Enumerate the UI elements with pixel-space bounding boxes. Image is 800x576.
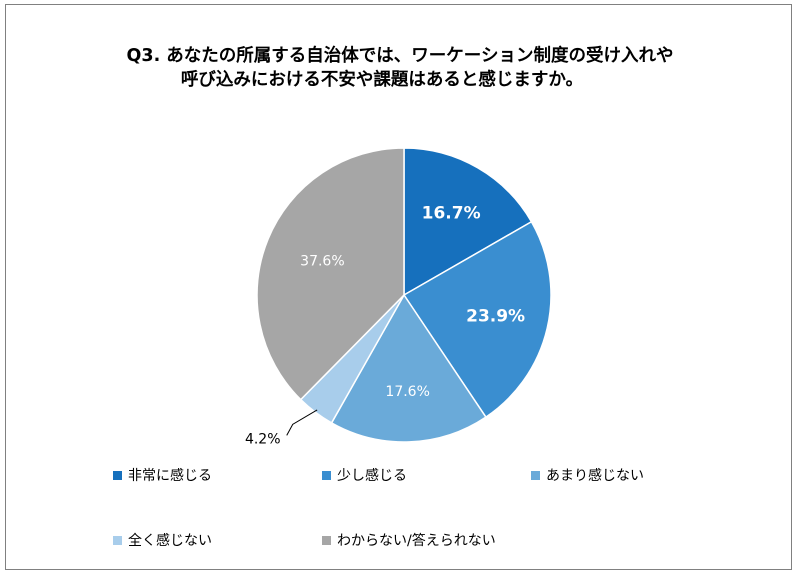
legend-item-5: わからない/答えられない [322, 530, 496, 550]
pie-slice-1 [403, 147, 533, 297]
pie-leader-lines [286, 409, 318, 436]
chart-title-line-2: 呼び込みにおける不安や課題はあると感じますか。 [180, 70, 584, 90]
data-label-3: 17.6% [385, 384, 429, 400]
legend-swatch-5 [322, 535, 331, 545]
legend-label-4: 全く感じない [128, 533, 212, 549]
legend-item-2: 少し感じる [322, 465, 407, 485]
legend-item-3: あまり感じない [531, 465, 644, 485]
data-label-5: 37.6% [300, 254, 344, 270]
chart-title: Q3. あなたの所属する自治体では、ワーケーション制度の受け入れや 呼び込みにお… [0, 44, 800, 92]
legend-swatch-3 [531, 470, 540, 480]
legend-label-1: 非常に感じる [128, 468, 212, 484]
data-label-1: 16.7% [422, 204, 481, 224]
chart-title-line-1: Q3. あなたの所属する自治体では、ワーケーション制度の受け入れや [126, 46, 674, 66]
legend-label-3: あまり感じない [546, 468, 644, 484]
legend-swatch-1 [113, 470, 122, 480]
pie-slice-3 [330, 293, 487, 443]
data-label-4: 4.2% [245, 431, 281, 447]
data-label-2: 23.9% [466, 306, 525, 326]
legend-label-5: わからない/答えられない [337, 533, 496, 549]
pie-slice-2 [402, 220, 552, 419]
pie-slices [256, 147, 552, 443]
legend-swatch-2 [322, 470, 331, 480]
pie-slice-5 [256, 147, 405, 401]
legend-swatch-4 [113, 535, 122, 545]
leader-line-4 [286, 409, 318, 436]
pie-data-labels: 16.7% 23.9% 17.6% 4.2% 37.6% [245, 204, 525, 448]
legend-item-4: 全く感じない [113, 530, 212, 550]
legend-label-2: 少し感じる [337, 468, 407, 484]
legend-item-1: 非常に感じる [113, 465, 212, 485]
